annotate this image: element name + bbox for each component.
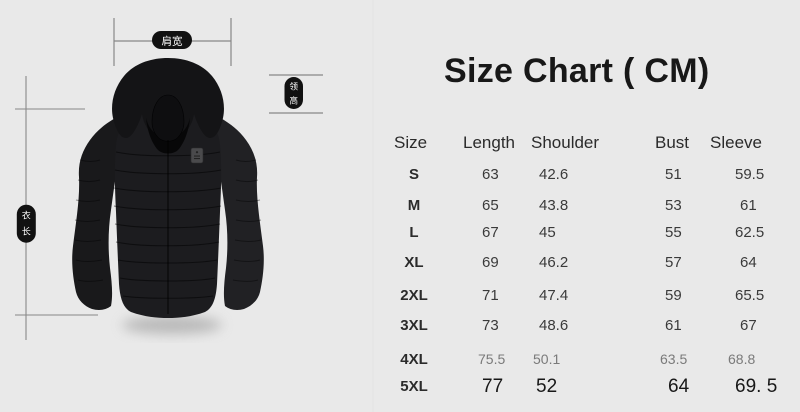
svg-text:高: 高 <box>289 95 298 107</box>
svg-text:长: 长 <box>22 225 31 238</box>
svg-text:领: 领 <box>289 81 298 93</box>
svg-text:肩宽: 肩宽 <box>162 34 183 49</box>
svg-text:衣: 衣 <box>22 209 31 222</box>
